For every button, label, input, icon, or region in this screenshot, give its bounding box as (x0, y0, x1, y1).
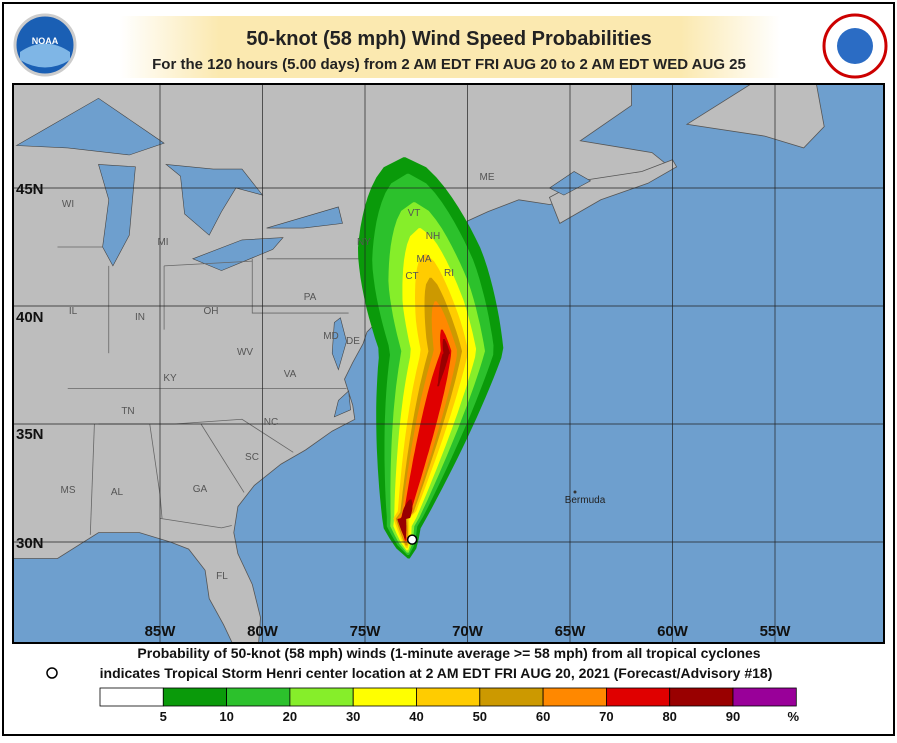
land-newfoundland (685, 84, 825, 149)
longitude-label: 85W (145, 623, 177, 640)
state-label: DE (346, 336, 360, 347)
longitude-label: 70W (452, 623, 484, 640)
legend-swatch (542, 687, 607, 707)
map-border (12, 83, 885, 644)
state-label: SC (245, 452, 259, 463)
legend-label: 40 (409, 709, 423, 724)
state-label: PA (304, 292, 317, 303)
latitude-label: 45N (16, 181, 44, 198)
legend-swatch (162, 687, 228, 707)
legend-label: 60 (536, 709, 550, 724)
latitude-label: 40N (16, 309, 44, 326)
title: 50-knot (58 mph) Wind Speed Probabilitie… (246, 28, 651, 50)
state-label: VA (284, 369, 297, 380)
state-label: FL (216, 571, 228, 582)
state-label: VT (408, 208, 421, 219)
state-label: CT (405, 271, 418, 282)
map-area (13, 84, 884, 643)
legend-label: 70 (599, 709, 613, 724)
state-label: ME (480, 172, 495, 183)
longitude-label: 75W (350, 623, 382, 640)
legend-swatch (669, 687, 734, 707)
legend-label: 50 (473, 709, 487, 724)
state-label: MD (323, 331, 339, 342)
water-body (165, 164, 264, 236)
state-label: IN (135, 312, 145, 323)
state-label: NH (426, 231, 440, 242)
legend-swatch (479, 687, 544, 707)
footer-line-2: indicates Tropical Storm Henri center lo… (100, 665, 773, 681)
land-nova-scotia (548, 159, 678, 224)
legend-swatch (416, 687, 481, 707)
state-label: GA (193, 484, 208, 495)
nws-logo-inner (837, 28, 873, 64)
water-body (98, 164, 136, 267)
state-label: MA (417, 254, 432, 265)
longitude-label: 65W (555, 623, 587, 640)
water-body (15, 97, 165, 156)
probability-contour (437, 339, 450, 387)
state-label: WI (62, 199, 74, 210)
legend-label: 80 (662, 709, 676, 724)
storm-center (406, 534, 418, 545)
bermuda-marker (573, 490, 577, 494)
state-label: TN (121, 406, 134, 417)
legend-swatch (289, 687, 354, 707)
land (13, 84, 674, 643)
noaa-logo-text: NOAA (32, 36, 59, 46)
probability-contour (397, 499, 413, 539)
legend-label: 30 (346, 709, 360, 724)
latitude-label: 35N (16, 426, 44, 443)
legend-swatch (606, 687, 671, 707)
legend-label: 5 (160, 709, 167, 724)
state-label: IL (69, 306, 78, 317)
state-border (159, 518, 232, 529)
legend-label: 10 (219, 709, 233, 724)
legend-swatch (352, 687, 417, 707)
water-body (331, 317, 347, 371)
longitude-label: 60W (657, 623, 689, 640)
legend-label: 20 (283, 709, 297, 724)
state-border (200, 423, 245, 493)
longitude-label: 55W (760, 623, 792, 640)
state-border (89, 423, 95, 535)
water-body (191, 237, 284, 271)
center-symbol (46, 667, 58, 679)
state-label: NC (264, 417, 278, 428)
state-label: OH (204, 306, 219, 317)
latitude-label: 30N (16, 535, 44, 552)
state-border (251, 258, 349, 314)
footer-line-1: Probability of 50-knot (58 mph) winds (1… (137, 645, 760, 661)
water-body (333, 390, 351, 418)
legend: 5 10 20 30 40 50 60 70 80 90% (99, 687, 800, 724)
legend-swatch (226, 687, 291, 707)
title-banner (120, 16, 780, 78)
subtitle: For the 120 hours (5.00 days) from 2 AM … (152, 56, 746, 73)
legend-swatch (732, 687, 797, 707)
place-label: Bermuda (565, 495, 606, 506)
longitude-label: 80W (247, 623, 279, 640)
water-body (266, 206, 343, 229)
state-label: MI (157, 237, 168, 248)
state-border (164, 260, 253, 267)
state-label: RI (444, 268, 454, 279)
state-label: MS (61, 485, 76, 496)
legend-label: 90 (726, 709, 740, 724)
state-label: NY (357, 237, 371, 248)
state-label: WV (237, 347, 253, 358)
legend-swatch (99, 687, 164, 707)
state-label: AL (111, 487, 124, 498)
legend-unit: % (788, 709, 800, 724)
noaa-logo-wave (20, 43, 70, 68)
state-label: KY (163, 373, 177, 384)
